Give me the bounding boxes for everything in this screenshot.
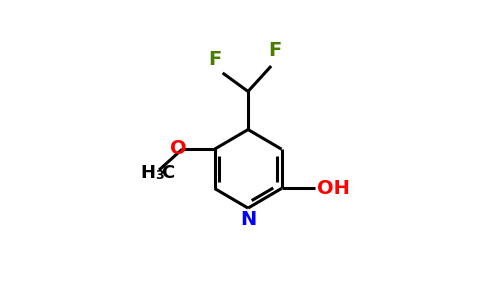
Text: F: F [268,41,281,60]
Text: 3: 3 [155,169,164,182]
Text: C: C [162,164,175,182]
Text: OH: OH [318,179,350,198]
Text: O: O [170,139,187,158]
Text: N: N [240,210,256,230]
Text: F: F [208,50,221,69]
Text: H: H [140,164,155,182]
